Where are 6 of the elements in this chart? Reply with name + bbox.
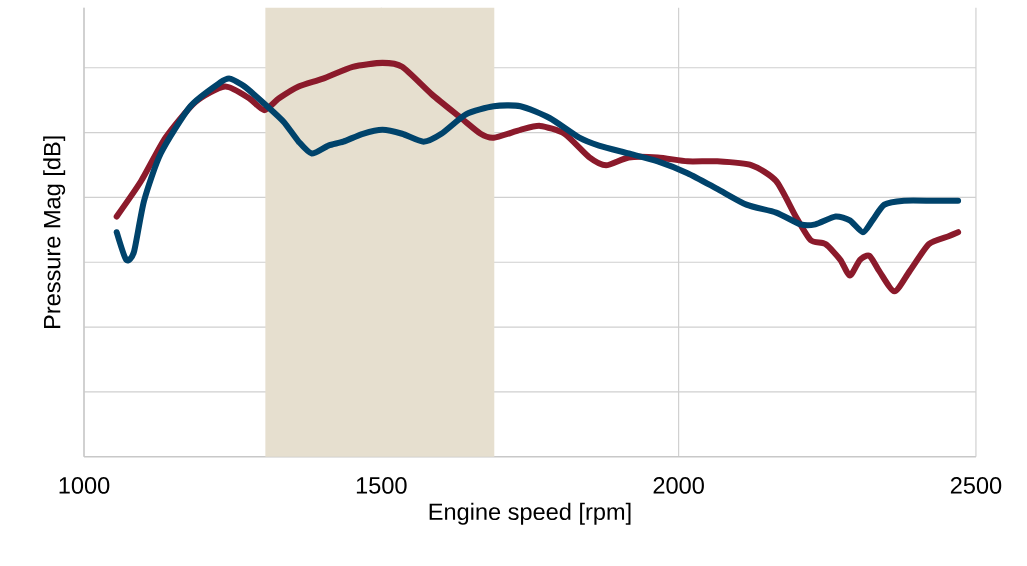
- x-tick-label: 1000: [59, 477, 110, 494]
- x-axis-title: Engine speed [rpm]: [429, 502, 631, 525]
- x-tick-label: 2500: [950, 477, 1002, 494]
- y-axis-title: Pressure Mag [dB]: [43, 136, 66, 329]
- x-tick-label: 2000: [653, 477, 704, 494]
- x-tick-label: 1500: [356, 477, 407, 494]
